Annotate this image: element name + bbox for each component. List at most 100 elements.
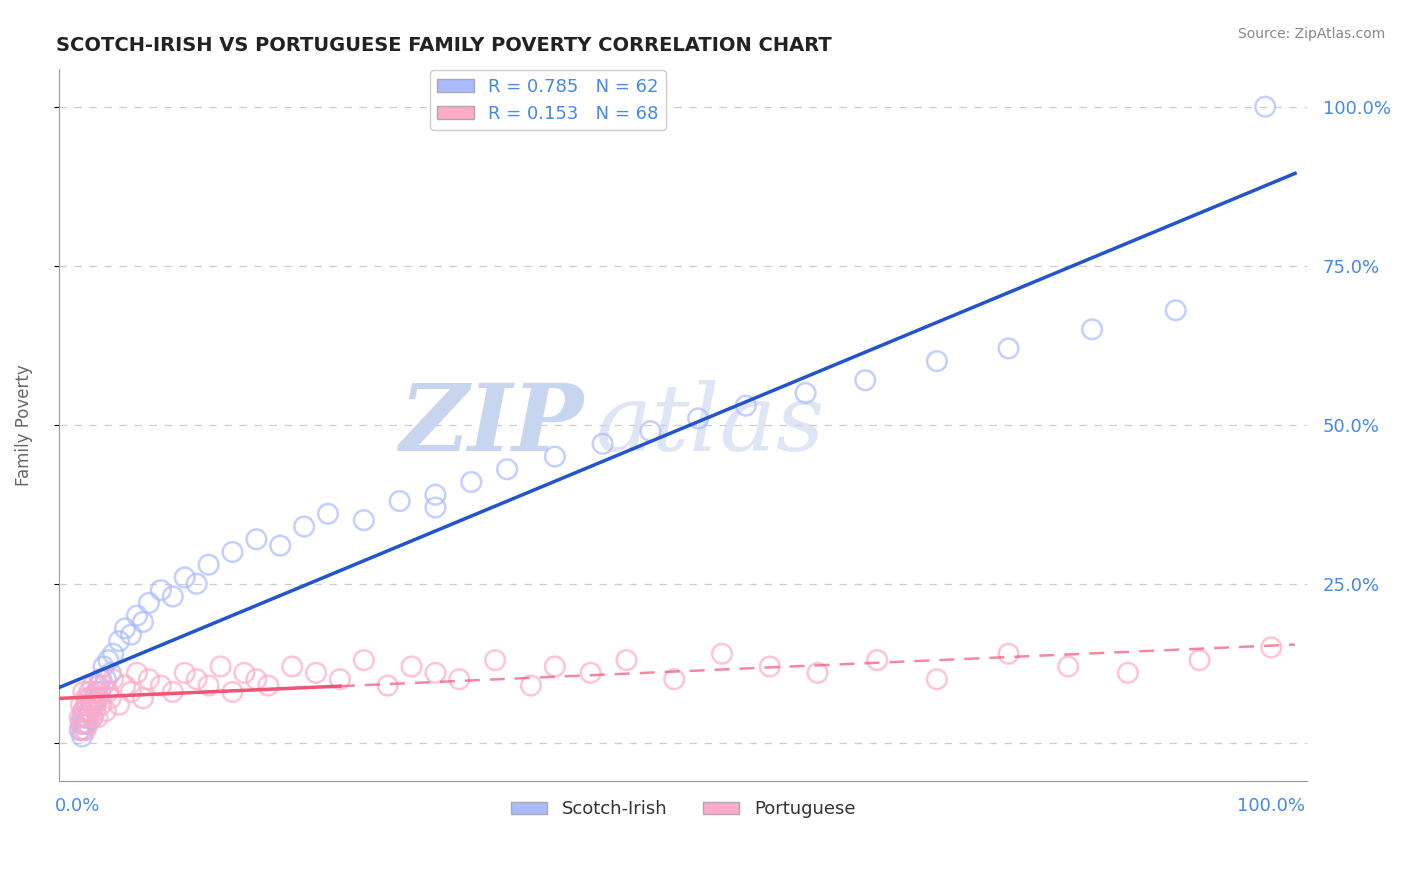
Point [281, 659, 304, 673]
Point [77, 691, 100, 706]
Point [425, 500, 447, 515]
Point [209, 659, 232, 673]
Point [269, 539, 291, 553]
Point [186, 576, 208, 591]
Point [120, 685, 142, 699]
Point [87, 679, 110, 693]
Point [89, 672, 111, 686]
Point [100, 665, 122, 680]
Point [86, 691, 108, 706]
Point [173, 665, 195, 680]
Point [162, 590, 184, 604]
Point [257, 679, 280, 693]
Y-axis label: Family Poverty: Family Poverty [15, 364, 32, 485]
Point [132, 615, 155, 629]
Point [108, 698, 131, 712]
Point [592, 437, 614, 451]
Point [101, 672, 124, 686]
Point [79, 704, 101, 718]
Point [73, 716, 96, 731]
Text: ZIP: ZIP [399, 380, 583, 470]
Point [114, 621, 136, 635]
Point [89, 685, 111, 699]
Point [114, 679, 136, 693]
Point [162, 685, 184, 699]
Point [77, 704, 100, 718]
Point [316, 507, 339, 521]
Point [640, 424, 662, 438]
Point [83, 691, 105, 706]
Point [460, 475, 482, 489]
Point [496, 462, 519, 476]
Point [138, 596, 160, 610]
Point [866, 653, 889, 667]
Point [76, 716, 98, 731]
Point [82, 679, 104, 693]
Point [1116, 665, 1139, 680]
Point [80, 710, 103, 724]
Point [544, 659, 567, 673]
Point [93, 679, 115, 693]
Point [79, 691, 101, 706]
Point [97, 685, 120, 699]
Point [1057, 659, 1080, 673]
Point [70, 716, 93, 731]
Point [101, 647, 124, 661]
Point [77, 716, 100, 731]
Point [1254, 100, 1277, 114]
Point [245, 672, 267, 686]
Point [806, 665, 828, 680]
Point [735, 399, 758, 413]
Point [853, 373, 876, 387]
Point [77, 710, 100, 724]
Point [125, 665, 148, 680]
Point [758, 659, 780, 673]
Point [84, 698, 107, 712]
Point [75, 723, 97, 738]
Point [72, 723, 94, 738]
Point [616, 653, 638, 667]
Point [233, 665, 256, 680]
Point [245, 533, 267, 547]
Point [69, 710, 91, 724]
Point [70, 730, 93, 744]
Point [664, 672, 686, 686]
Point [72, 704, 94, 718]
Point [76, 698, 98, 712]
Point [93, 659, 115, 673]
Point [925, 354, 948, 368]
Point [1081, 322, 1104, 336]
Point [86, 685, 108, 699]
Point [138, 672, 160, 686]
Text: Source: ZipAtlas.com: Source: ZipAtlas.com [1237, 27, 1385, 41]
Point [87, 691, 110, 706]
Point [132, 691, 155, 706]
Point [94, 672, 117, 686]
Point [120, 628, 142, 642]
Point [70, 723, 93, 738]
Point [1164, 303, 1187, 318]
Point [84, 704, 107, 718]
Point [77, 704, 100, 718]
Point [86, 710, 108, 724]
Point [94, 704, 117, 718]
Point [401, 659, 423, 673]
Point [72, 704, 94, 718]
Legend: Scotch-Irish, Portuguese: Scotch-Irish, Portuguese [503, 793, 863, 825]
Point [520, 679, 543, 693]
Point [77, 685, 100, 699]
Point [76, 698, 98, 712]
Point [83, 698, 105, 712]
Point [75, 710, 97, 724]
Point [75, 691, 97, 706]
Point [149, 583, 172, 598]
Point [997, 342, 1019, 356]
Point [97, 653, 120, 667]
Point [100, 691, 122, 706]
Point [72, 685, 94, 699]
Point [353, 513, 375, 527]
Point [221, 545, 243, 559]
Point [388, 494, 411, 508]
Point [305, 665, 328, 680]
Point [125, 608, 148, 623]
